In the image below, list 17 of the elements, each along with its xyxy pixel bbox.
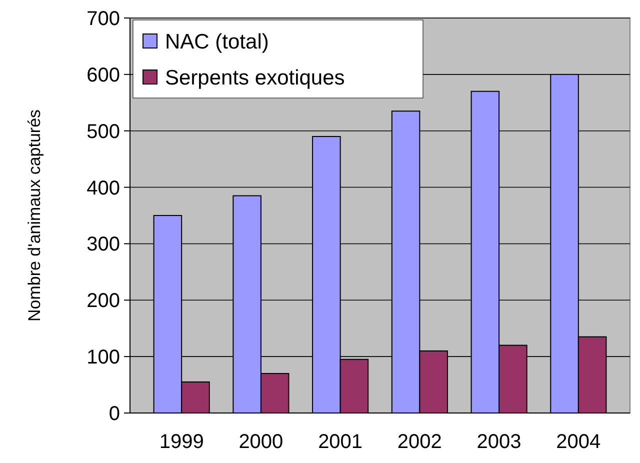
y-tick-label: 700 (86, 8, 120, 30)
y-axis-title: Nombre d'animaux capturés (25, 109, 44, 322)
y-tick-label: 500 (86, 120, 120, 143)
y-tick-label: 100 (86, 346, 120, 369)
y-tick-label: 200 (86, 290, 120, 312)
y-tick-label: 0 (108, 403, 120, 425)
x-tick-label: 2004 (556, 431, 601, 453)
x-tick-label: 2001 (318, 431, 363, 453)
x-tick-label: 1999 (159, 431, 204, 453)
legend-label: NAC (total) (165, 30, 269, 54)
legend-label: Serpents exotiques (165, 66, 345, 90)
y-tick-label: 600 (86, 64, 120, 86)
x-tick-label: 2003 (476, 431, 522, 453)
y-tick-label: 300 (86, 234, 120, 256)
y-tick-label: 400 (86, 177, 120, 200)
x-tick-label: 2000 (238, 431, 284, 453)
x-tick-label: 2002 (397, 431, 442, 453)
